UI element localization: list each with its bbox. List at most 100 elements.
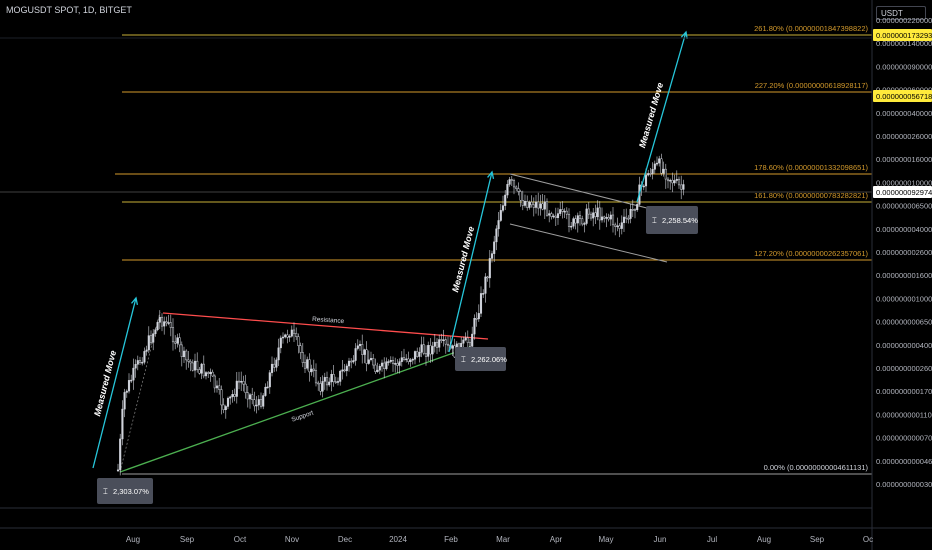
price-tick-label: 0.0000000160000000 — [876, 155, 932, 164]
time-tick-label: Mar — [496, 535, 510, 544]
candle-body — [642, 185, 645, 188]
candle-body — [462, 339, 465, 344]
time-tick-label: Oct — [234, 535, 247, 544]
candle-body — [182, 350, 186, 357]
candle-body — [178, 337, 181, 346]
candle-body — [152, 333, 155, 343]
candle-body — [618, 225, 621, 229]
candle-body — [158, 316, 161, 323]
candle-body — [156, 322, 159, 331]
candle-body — [354, 348, 357, 361]
candle-body — [251, 394, 254, 400]
candle-body — [218, 385, 221, 390]
candle-body — [264, 386, 267, 396]
candle-body — [367, 359, 370, 364]
candle-body — [361, 343, 364, 355]
price-tick-label: 0.0000000001100000 — [876, 410, 932, 419]
candle-body — [185, 350, 188, 361]
candle-body — [495, 228, 498, 243]
candle-body — [411, 358, 414, 361]
candle-body — [534, 201, 538, 208]
candle-body — [319, 383, 322, 392]
candle-body — [545, 201, 549, 216]
candle-body — [589, 213, 593, 219]
candle-body — [526, 201, 529, 208]
candle-body — [585, 208, 588, 224]
candle-body — [255, 404, 258, 407]
channel-lower-line — [509, 223, 668, 263]
candle-body — [365, 349, 368, 364]
time-tick-label: Sep — [810, 535, 825, 544]
candle-body — [290, 329, 293, 337]
candle-body — [154, 329, 157, 334]
candle-body — [400, 357, 403, 362]
candle-body — [644, 174, 648, 187]
measured-move-arrow — [636, 31, 687, 203]
candle-body — [295, 333, 298, 337]
candle-body — [594, 212, 597, 218]
candle-body — [402, 357, 406, 360]
candle-body — [233, 394, 236, 397]
candle-body — [372, 358, 375, 366]
candle-body — [334, 381, 337, 384]
candle-body — [275, 359, 278, 368]
fib-level-label: 127.20% (0.00000000262357061) — [754, 249, 868, 258]
candle-body — [257, 399, 260, 406]
candle-body — [477, 313, 480, 320]
price-tick-label: 0.0000000002600000 — [876, 364, 932, 373]
candle-body — [330, 374, 333, 383]
candle-body — [607, 217, 610, 220]
support-line — [119, 346, 471, 473]
time-tick-label: Jul — [707, 535, 717, 544]
measure-icon: ⌶ — [103, 487, 108, 496]
candle-body — [603, 216, 606, 219]
candle-body — [268, 372, 271, 388]
candle-body — [374, 364, 377, 372]
candle-body — [187, 359, 190, 362]
candle-body — [127, 380, 131, 392]
candle-body — [339, 370, 342, 382]
candle-body — [587, 208, 590, 215]
measure-value: 2,262.06% — [471, 355, 507, 364]
candle-body — [297, 336, 300, 347]
candle-body — [160, 316, 164, 327]
price-tick-label: 0.0000000040000000 — [876, 225, 932, 234]
candle-body — [343, 369, 346, 372]
candle-body — [682, 184, 685, 190]
candle-body — [548, 213, 551, 216]
candle-body — [125, 390, 128, 393]
candle-body — [189, 361, 192, 364]
candle-body — [620, 222, 623, 229]
candle-body — [482, 293, 485, 295]
candle-body — [369, 358, 373, 361]
candle-body — [446, 343, 450, 346]
measure-box — [646, 206, 698, 234]
candle-body — [226, 397, 230, 407]
price-badge-text: 0.0000001732933749 — [876, 31, 932, 40]
candle-body — [468, 342, 472, 347]
candle-body — [396, 363, 399, 366]
candle-body — [563, 210, 566, 213]
candle-body — [651, 169, 654, 174]
candle-body — [675, 178, 678, 181]
candle-body — [394, 363, 397, 365]
time-tick-label: Dec — [338, 535, 352, 544]
candle-body — [506, 184, 509, 196]
candle-body — [616, 225, 619, 228]
candle-body — [504, 194, 507, 206]
candle-body — [345, 365, 348, 372]
time-tick-label: Apr — [550, 535, 563, 544]
candle-body — [570, 225, 573, 228]
candle-body — [224, 406, 227, 411]
candle-body — [561, 209, 564, 212]
currency-selector[interactable]: USDT — [876, 6, 926, 20]
candle-body — [270, 363, 274, 373]
measure-value: 2,303.07% — [113, 487, 149, 496]
time-tick-label: Aug — [126, 535, 140, 544]
candle-body — [484, 276, 487, 294]
candle-body — [405, 358, 408, 361]
arrow-head — [131, 296, 139, 305]
candle-body — [167, 322, 170, 324]
candle-body — [130, 379, 133, 382]
